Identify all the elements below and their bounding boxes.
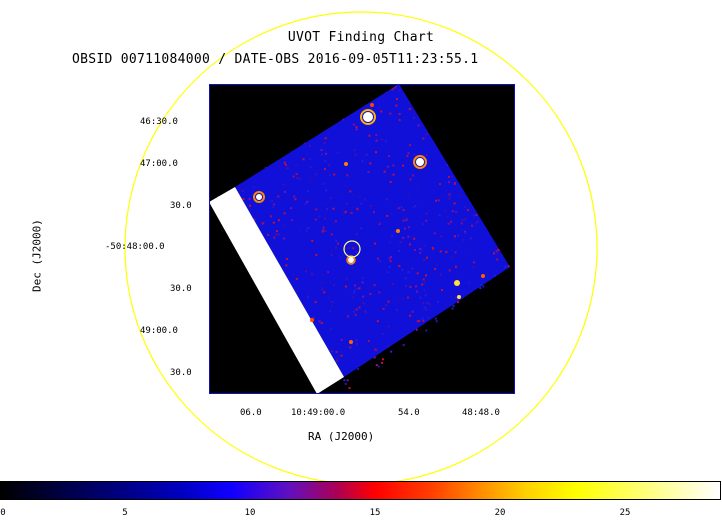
colorbar-tick-5: 25 [619,508,631,518]
colorbar-tick-4: 20 [494,508,506,518]
x-tick-1: 10:49:00.0 [291,408,346,418]
y-tick-5: 49:00.0 [140,326,178,336]
colorbar-tick-2: 10 [244,508,256,518]
exposure-tile [235,84,510,377]
x-axis-label: RA (J2000) [308,430,375,443]
x-tick-2: 54.0 [398,408,420,418]
sky-image [209,84,515,394]
y-tick-4: 30.0 [170,284,192,294]
y-tick-2: 30.0 [170,201,192,211]
y-tick-0: 46:30.0 [140,117,178,127]
colorbar-tick-3: 15 [369,508,381,518]
colorbar [0,481,721,500]
y-tick-3: -50:48:00.0 [105,242,165,252]
y-axis-label: Dec (J2000) [30,219,44,292]
x-tick-3: 48:48.0 [462,408,500,418]
colorbar-tick-1: 5 [122,508,128,518]
chart-subtitle: OBSID 00711084000 / DATE-OBS 2016-09-05T… [72,52,479,67]
x-tick-0: 06.0 [240,408,262,418]
chart-title: UVOT Finding Chart [287,30,435,45]
y-tick-1: 47:00.0 [140,159,178,169]
sources [253,103,485,344]
masked-region [209,187,344,394]
y-tick-6: 30.0 [170,368,192,378]
colorbar-tick-0: 0 [0,508,6,518]
target-marker [343,240,361,258]
